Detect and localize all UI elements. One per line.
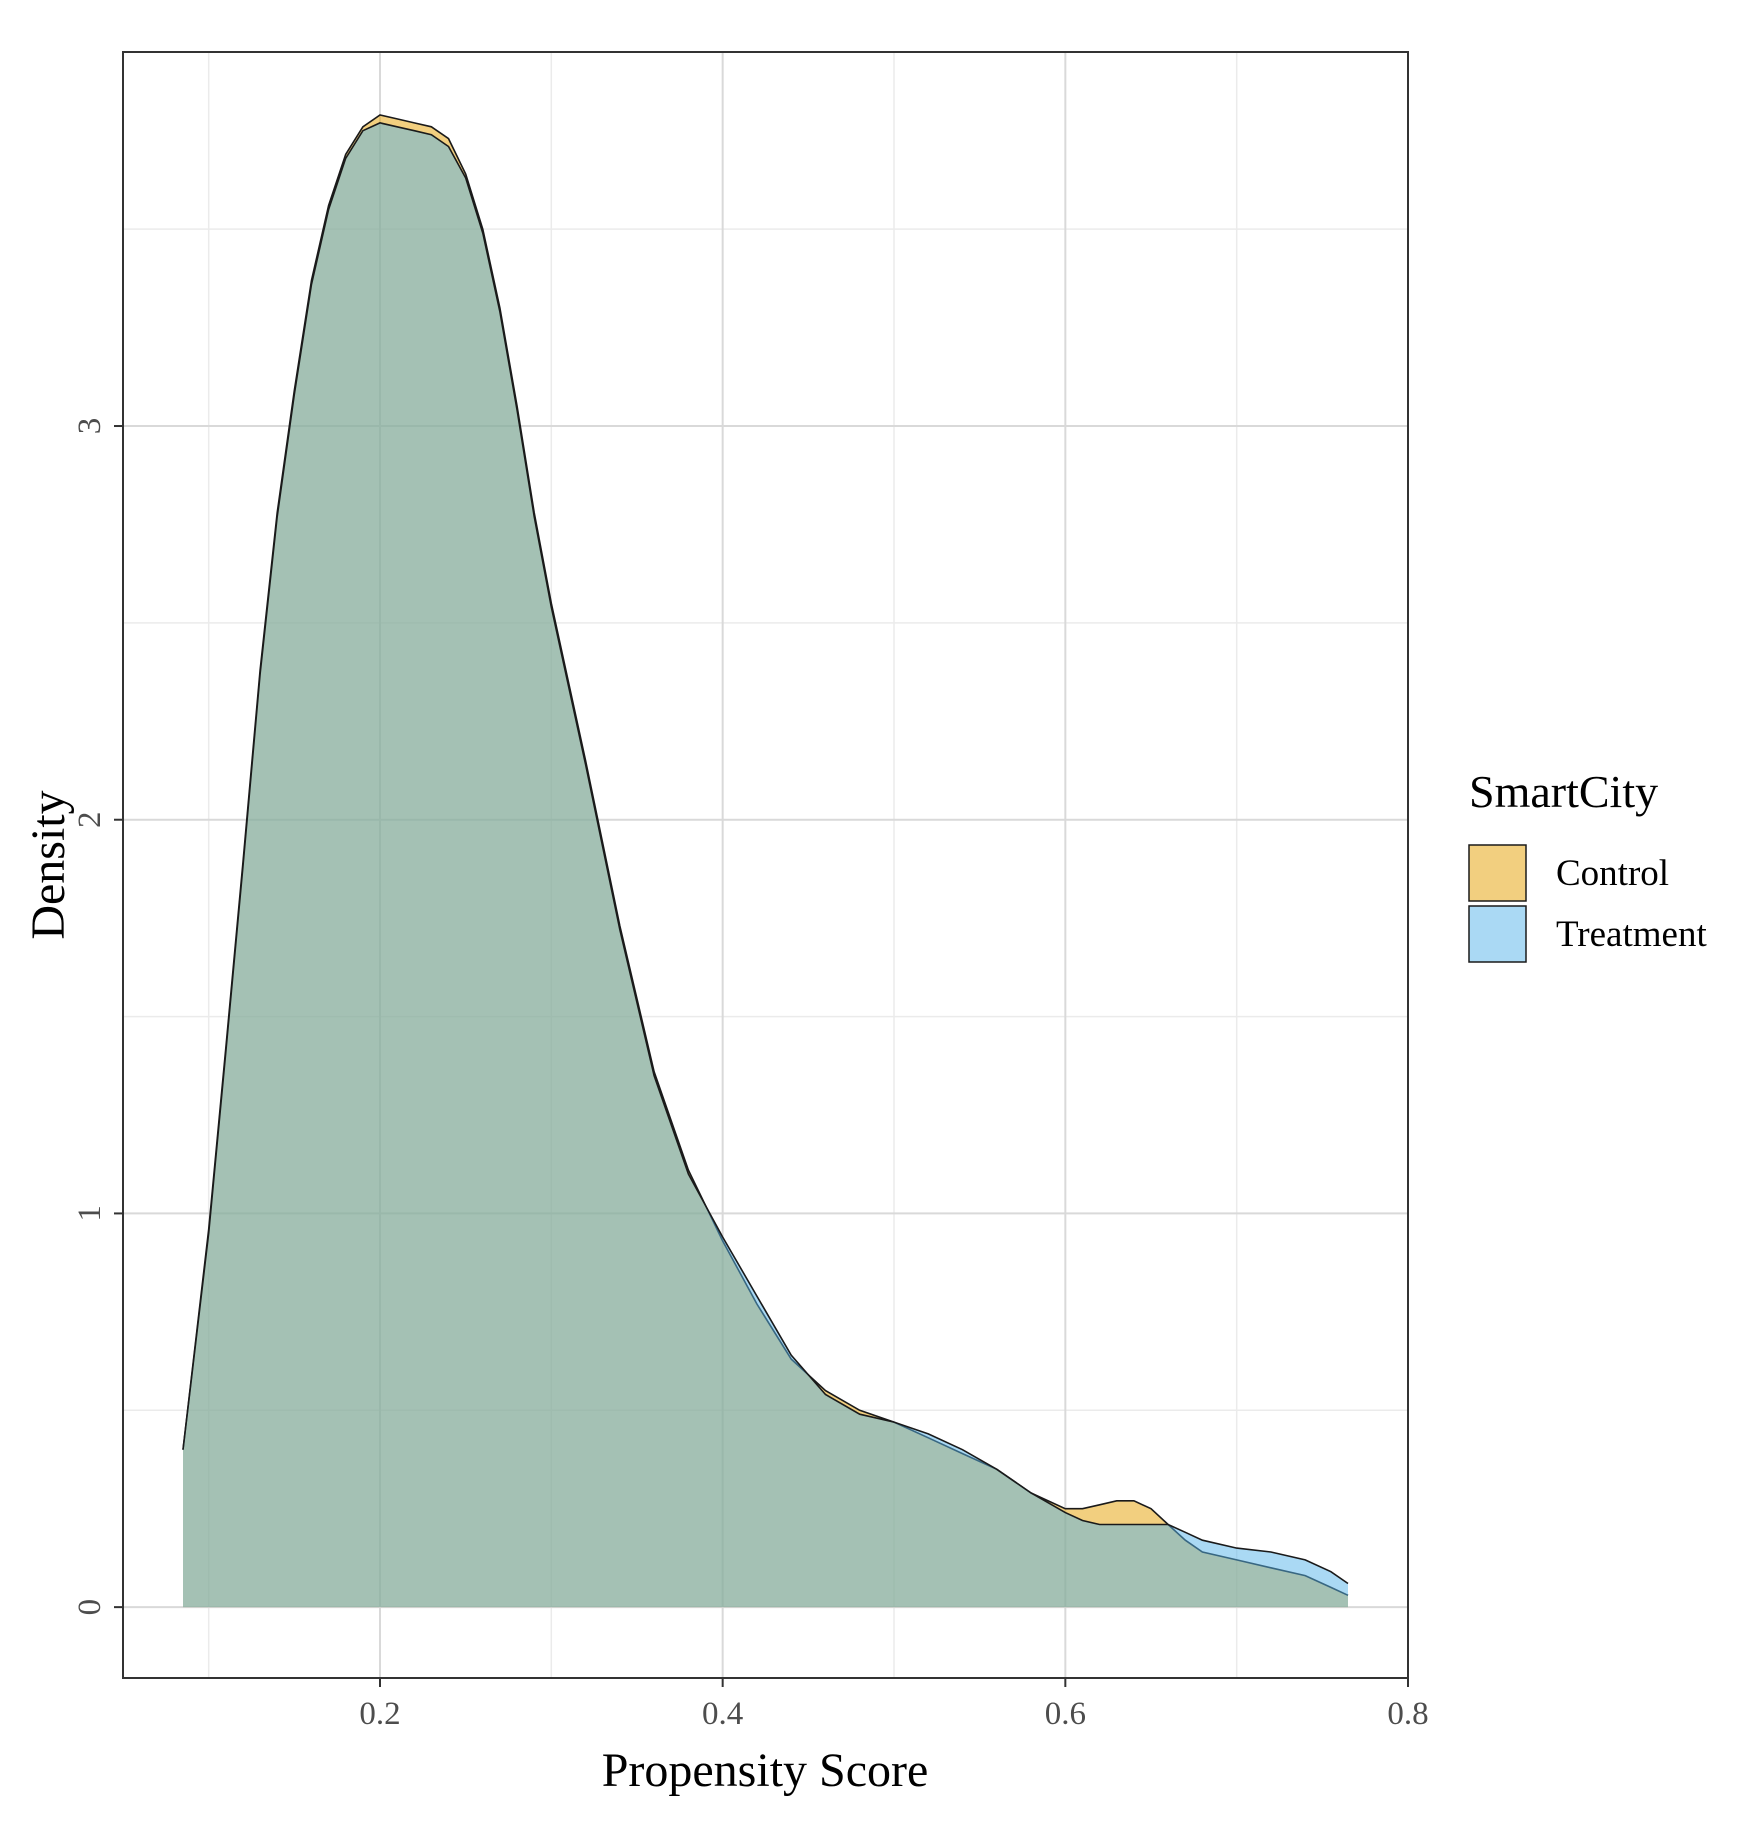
legend-label-control: Control	[1556, 853, 1669, 894]
y-axis-title: Density	[22, 790, 75, 939]
axis-ticks: 0.2 0.4 0.6 0.8 0 1 2 3	[72, 418, 1429, 1732]
legend: SmartCity Control Treatment	[1468, 766, 1707, 963]
legend-key-control	[1468, 844, 1527, 902]
legend-title: SmartCity	[1469, 766, 1658, 817]
density-areas	[182, 114, 1349, 1608]
y-tick-label: 2	[72, 811, 108, 828]
y-tick-label: 3	[72, 418, 108, 435]
legend-label-treatment: Treatment	[1556, 914, 1707, 955]
x-axis-title: Propensity Score	[602, 1744, 929, 1797]
y-tick-label: 1	[72, 1205, 108, 1222]
density-outline-treatment	[182, 122, 1349, 1585]
x-tick-label: 0.4	[702, 1696, 743, 1732]
legend-key-treatment	[1468, 905, 1527, 963]
legend-items: Control Treatment	[1468, 844, 1707, 963]
density-outline-control	[182, 114, 1349, 1597]
plot-panel-border	[122, 51, 1409, 1679]
y-tick-label: 0	[72, 1599, 108, 1616]
density-area-treatment	[183, 122, 1348, 1608]
x-tick-label: 0.8	[1387, 1696, 1428, 1732]
x-tick-label: 0.6	[1045, 1696, 1086, 1732]
x-tick-label: 0.2	[359, 1696, 400, 1732]
